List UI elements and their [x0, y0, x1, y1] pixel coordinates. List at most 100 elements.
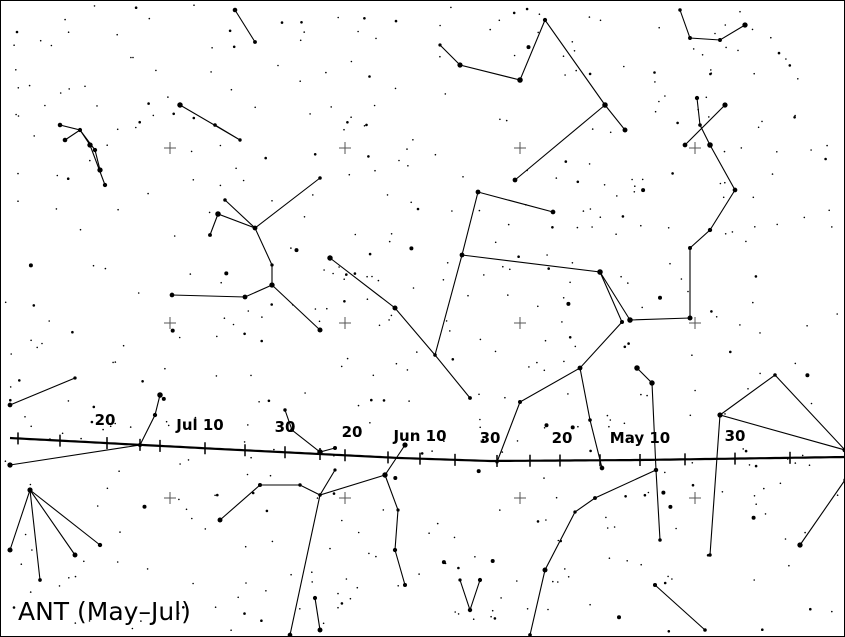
star — [24, 416, 26, 418]
star — [92, 264, 95, 267]
star — [83, 560, 85, 563]
star — [599, 216, 602, 218]
star — [794, 114, 796, 117]
star — [141, 380, 144, 383]
star — [445, 320, 448, 322]
star — [56, 174, 59, 177]
star — [265, 509, 269, 513]
star — [708, 116, 710, 118]
star — [771, 173, 774, 175]
star — [96, 105, 98, 107]
star — [472, 618, 475, 620]
star — [9, 398, 12, 402]
star — [691, 354, 693, 357]
star — [501, 451, 504, 453]
star — [68, 577, 70, 579]
star — [570, 425, 575, 430]
star — [147, 102, 150, 105]
star — [17, 115, 20, 117]
star — [178, 612, 180, 614]
star — [48, 320, 50, 322]
star — [270, 303, 274, 306]
star — [341, 519, 343, 522]
star — [588, 72, 592, 76]
star — [661, 490, 666, 495]
star — [290, 573, 292, 576]
star — [363, 17, 366, 20]
star — [724, 233, 727, 235]
star — [831, 610, 833, 613]
star — [451, 210, 453, 212]
star — [748, 464, 751, 466]
star — [676, 121, 679, 125]
star — [220, 281, 222, 284]
star — [89, 159, 91, 162]
star — [824, 157, 827, 161]
constellation-line — [799, 479, 845, 546]
star — [621, 215, 625, 218]
star — [667, 630, 671, 633]
star — [350, 60, 353, 63]
star — [393, 476, 398, 480]
star — [779, 482, 782, 485]
star — [29, 483, 32, 486]
star — [224, 271, 229, 276]
star — [194, 416, 197, 419]
star — [170, 328, 175, 333]
star — [516, 580, 518, 582]
star — [375, 555, 377, 558]
star — [551, 226, 554, 229]
star — [394, 19, 398, 23]
date-label: 30 — [275, 418, 296, 436]
star — [573, 50, 576, 52]
star — [564, 568, 566, 570]
star — [544, 423, 549, 428]
date-label: May 10 — [610, 429, 670, 447]
star — [353, 272, 357, 275]
star — [624, 495, 627, 498]
star — [243, 332, 246, 336]
star — [710, 69, 712, 71]
star — [439, 55, 441, 58]
star — [13, 44, 15, 46]
star — [337, 16, 340, 19]
star — [318, 320, 321, 323]
star — [394, 87, 397, 90]
star — [178, 498, 180, 501]
star — [210, 71, 212, 73]
star — [338, 266, 340, 268]
star — [555, 496, 558, 499]
star — [444, 93, 447, 95]
constellation-line — [461, 254, 691, 321]
star — [61, 432, 64, 435]
star — [722, 196, 725, 199]
star — [4, 301, 7, 304]
star — [92, 405, 96, 409]
star — [147, 192, 149, 195]
date-label: 20 — [552, 429, 573, 447]
star — [507, 223, 510, 226]
star — [555, 177, 558, 179]
star — [208, 211, 211, 214]
star — [348, 173, 351, 176]
star — [453, 536, 456, 539]
star — [589, 208, 592, 210]
star — [398, 159, 400, 162]
star — [371, 275, 373, 278]
star — [216, 493, 219, 497]
star — [313, 153, 317, 156]
star — [776, 151, 778, 153]
star — [303, 31, 306, 33]
constellation-line — [284, 409, 336, 453]
star — [182, 606, 185, 609]
star — [451, 358, 455, 361]
star — [526, 45, 531, 50]
star — [467, 294, 469, 297]
star — [641, 306, 643, 309]
star — [567, 576, 570, 578]
star — [299, 80, 302, 82]
star — [494, 350, 497, 353]
star — [836, 494, 839, 497]
star — [589, 449, 592, 453]
